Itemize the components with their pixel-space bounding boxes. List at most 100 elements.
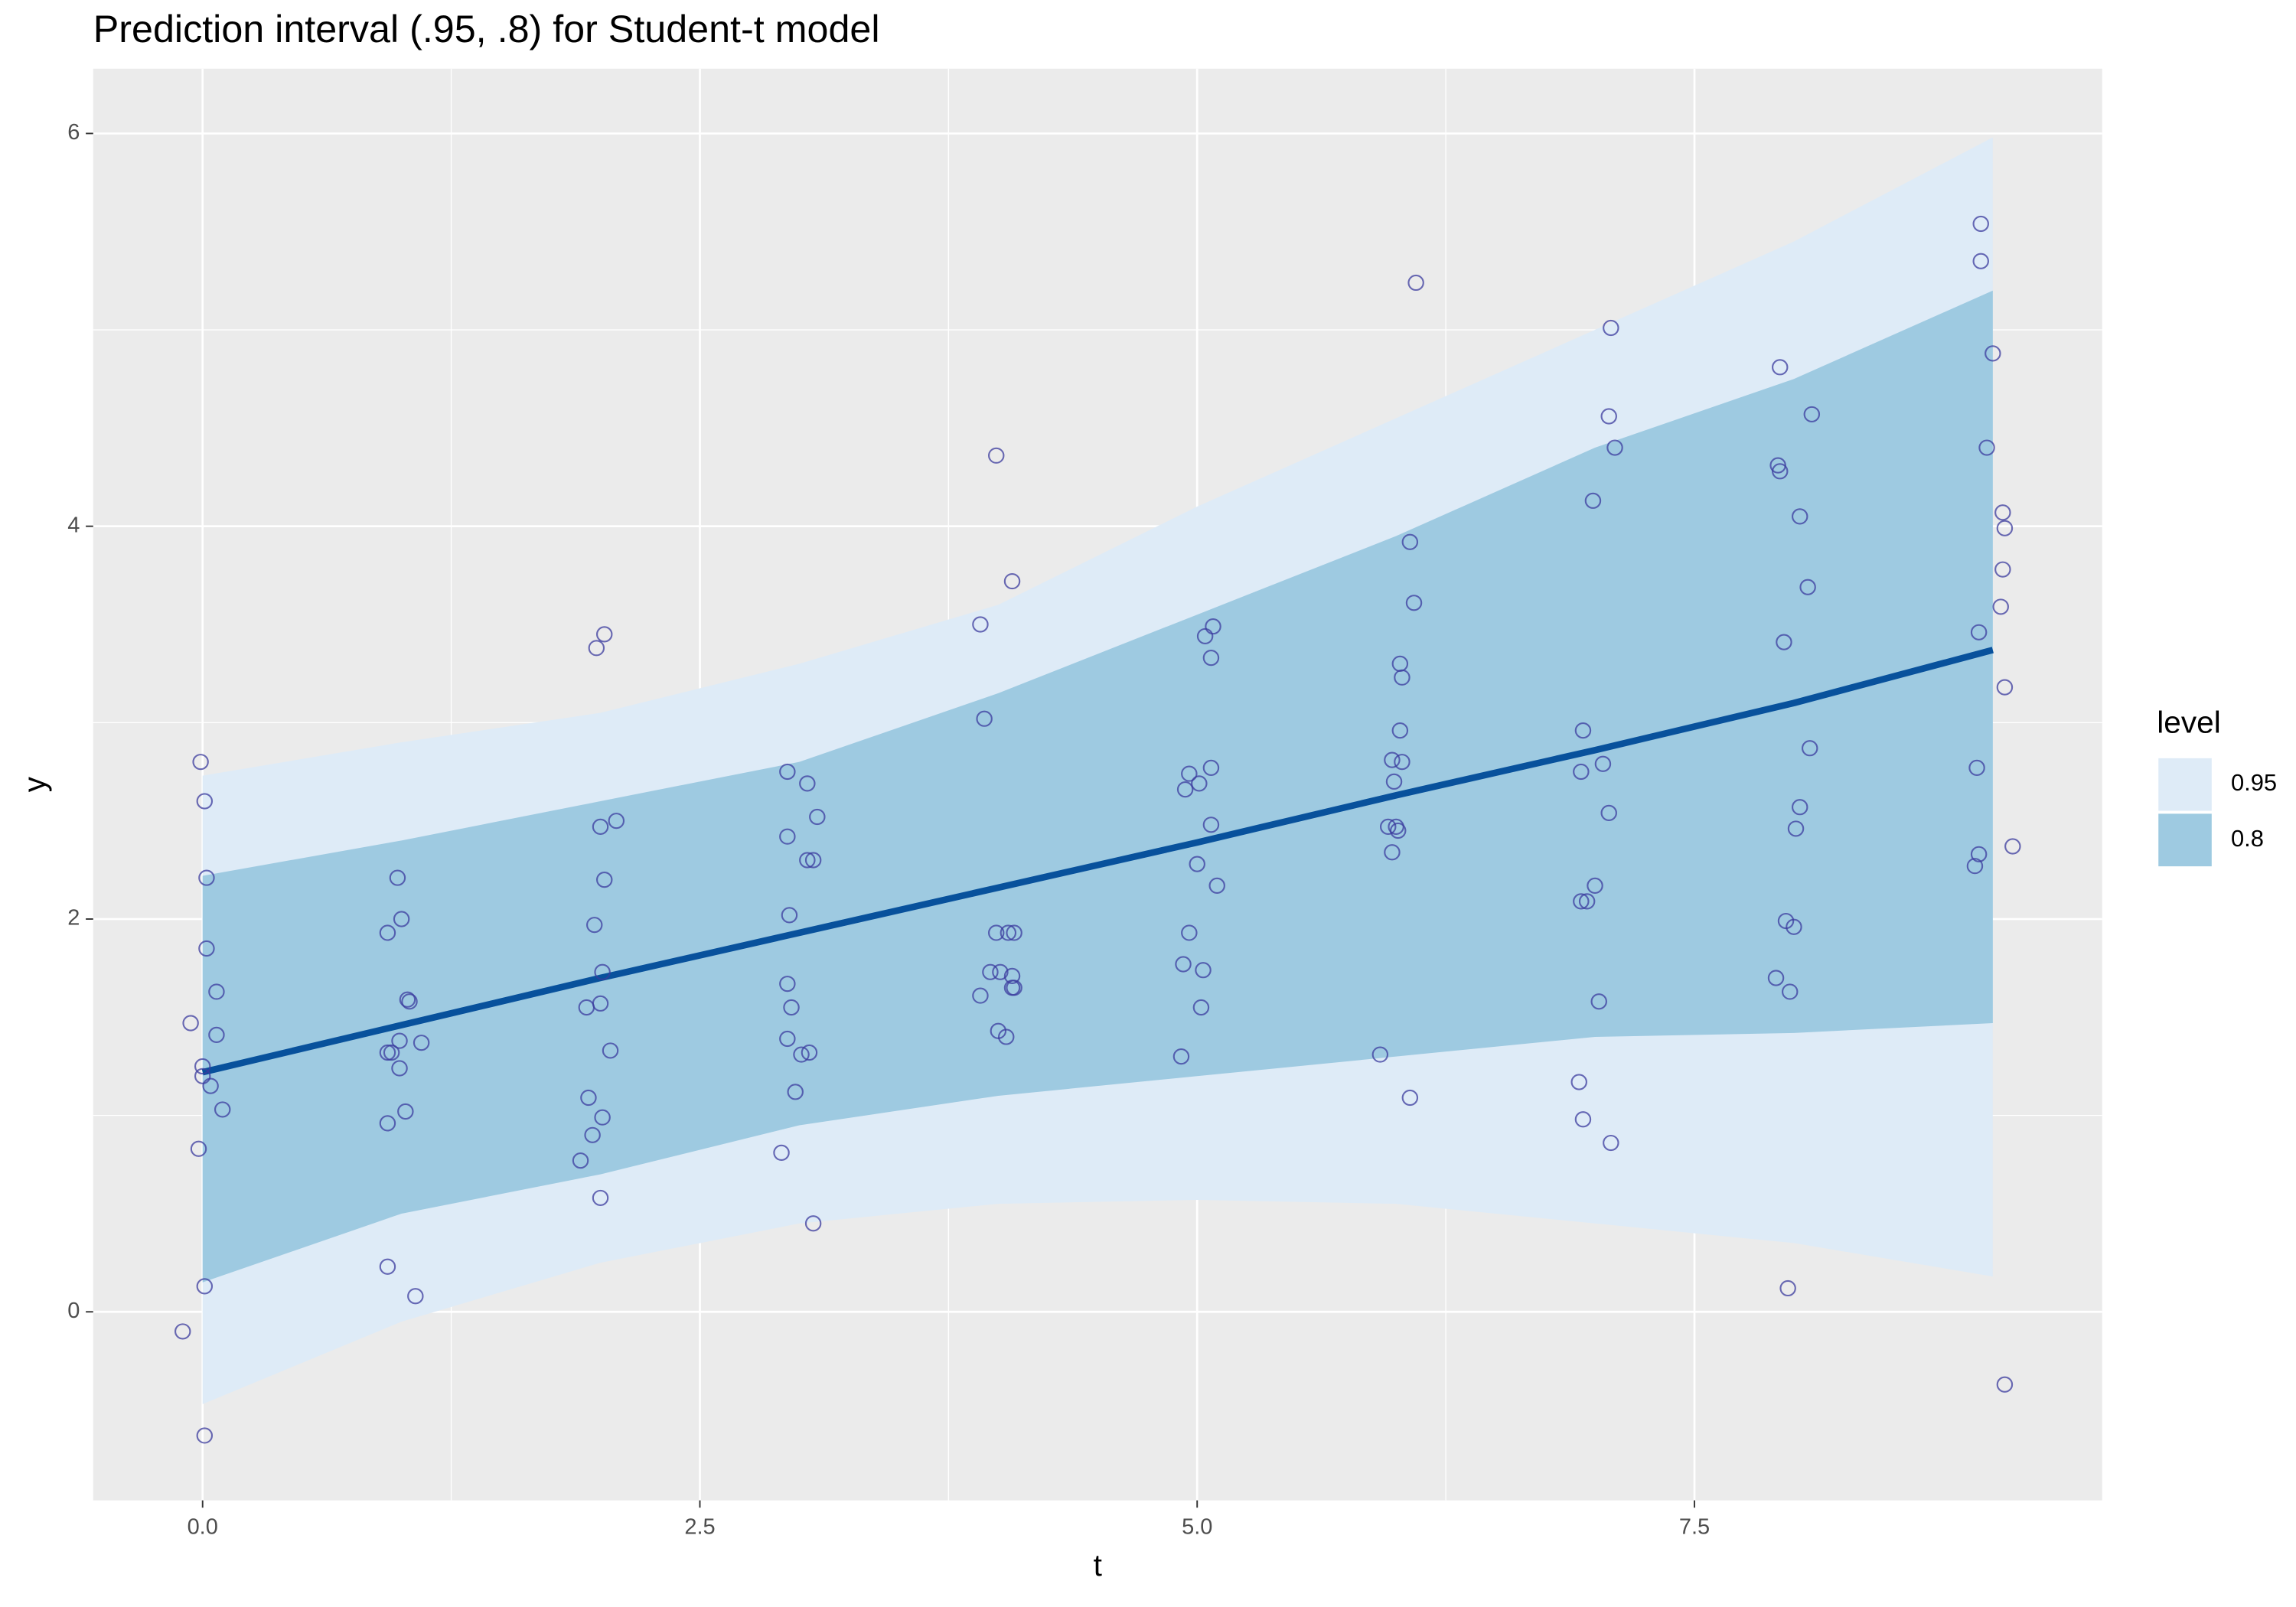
data-point (1968, 759, 1985, 776)
data-point (397, 1103, 414, 1120)
data-point (1772, 463, 1789, 480)
data-point (1385, 773, 1403, 790)
data-point (1786, 918, 1802, 935)
data-point (1603, 319, 1619, 337)
data-point (413, 1035, 430, 1051)
data-point (182, 1015, 199, 1032)
data-point (1996, 1376, 2014, 1393)
data-point (383, 1044, 400, 1061)
data-point (399, 991, 416, 1008)
data-point (1401, 533, 1419, 550)
data-point (1574, 722, 1592, 739)
data-point (1191, 775, 1208, 792)
data-point (1573, 893, 1590, 910)
data-point (379, 1044, 396, 1061)
data-point (1570, 1074, 1587, 1090)
data-point (1776, 634, 1792, 650)
legend-label: 0.95 (2231, 769, 2277, 796)
data-point (982, 963, 999, 980)
data-point (779, 763, 796, 781)
data-point (1192, 999, 1210, 1016)
data-point (1600, 804, 1617, 821)
data-point (194, 1058, 211, 1075)
data-point (988, 924, 1005, 941)
x-tick-label: 2.5 (684, 1515, 715, 1540)
data-point (1401, 1089, 1419, 1107)
data-point (1000, 924, 1017, 941)
data-point (1181, 765, 1198, 782)
data-point (1384, 751, 1401, 768)
data-point (992, 963, 1009, 980)
data-point (1172, 1048, 1190, 1065)
data-point (1803, 406, 1821, 423)
data-point (586, 917, 603, 934)
data-point (1176, 781, 1194, 798)
data-point (407, 1288, 424, 1305)
data-point (1590, 993, 1607, 1010)
data-point (1394, 669, 1411, 686)
data-point (1175, 956, 1192, 973)
y-tick-label: 4 (67, 513, 80, 537)
data-point (379, 1258, 396, 1275)
y-tick-label: 2 (67, 906, 80, 931)
data-point (1772, 359, 1789, 376)
data-point (1573, 763, 1590, 781)
data-point (391, 1032, 408, 1049)
data-point (401, 993, 418, 1010)
legend-title: level (2157, 705, 2220, 740)
data-point (192, 754, 209, 771)
interval-band (202, 290, 1993, 1283)
data-point (1189, 856, 1205, 872)
data-point (1205, 618, 1221, 635)
data-point (972, 616, 989, 633)
data-point (1994, 504, 2011, 521)
data-point (804, 852, 822, 869)
y-axis-title: y (17, 776, 52, 792)
data-point (1202, 817, 1220, 833)
data-point (584, 1126, 601, 1143)
data-point (1972, 215, 1989, 233)
data-point (595, 872, 613, 888)
data-point (809, 808, 826, 826)
data-point (1970, 846, 1988, 862)
data-point (1799, 579, 1816, 595)
data-point (594, 963, 611, 980)
data-point (1966, 858, 1984, 875)
data-point (578, 999, 595, 1016)
data-point (194, 1068, 211, 1084)
data-point (595, 626, 613, 643)
data-point (379, 924, 396, 941)
data-point (391, 1060, 408, 1077)
x-tick-label: 7.5 (1679, 1515, 1710, 1540)
data-point (174, 1323, 191, 1340)
data-point (1587, 877, 1603, 894)
data-point (1574, 1111, 1592, 1128)
data-point (1972, 253, 1989, 269)
data-point (389, 869, 406, 886)
data-point (799, 775, 816, 792)
data-point (1371, 1046, 1389, 1063)
data-point (214, 1101, 231, 1118)
data-point (202, 1077, 219, 1094)
data-point (1405, 595, 1423, 611)
data-point (773, 1144, 790, 1161)
data-point (1801, 740, 1818, 757)
data-point (208, 1026, 225, 1043)
data-point (594, 1109, 611, 1126)
data-point (1208, 877, 1225, 894)
data-point (1603, 1134, 1619, 1152)
data-point (799, 852, 816, 869)
data-point (1978, 439, 1995, 456)
data-point (379, 1115, 396, 1132)
data-point (580, 1089, 597, 1107)
data-point (1202, 759, 1220, 776)
y-tick-label: 6 (67, 120, 80, 145)
data-point (1391, 722, 1409, 739)
y-tick-label: 0 (67, 1299, 80, 1323)
legend-label: 0.8 (2231, 825, 2264, 852)
data-point (1390, 822, 1407, 839)
x-tick-label: 0.0 (188, 1515, 218, 1540)
data-point (1202, 650, 1220, 667)
